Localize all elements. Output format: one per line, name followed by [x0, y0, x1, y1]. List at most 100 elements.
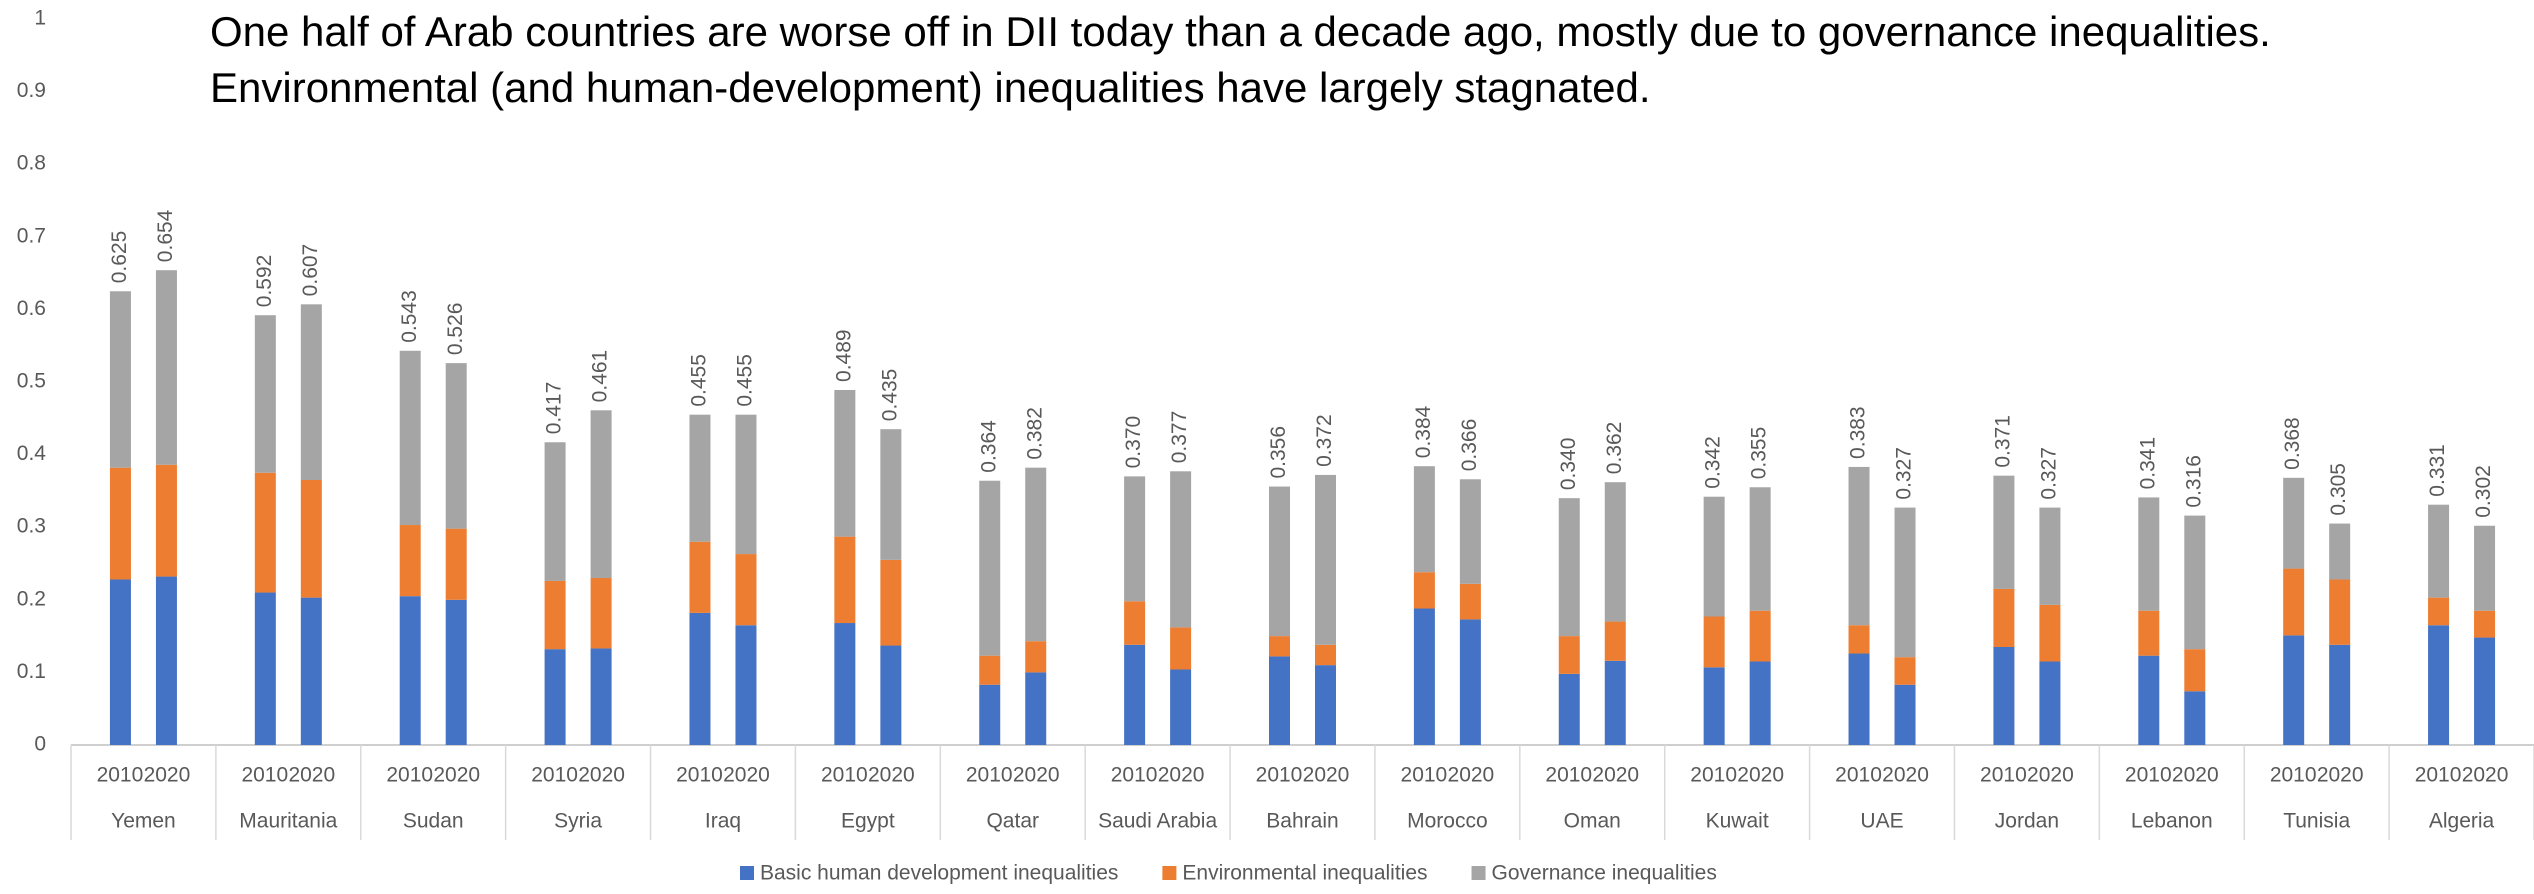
bar-segment [1413, 572, 1435, 609]
bar-segment [2329, 579, 2351, 645]
bar-segment [1703, 616, 1725, 668]
group-label: Mauritania [239, 810, 337, 833]
x-tick-label: 2010 [2270, 764, 2317, 787]
bar-segment [1604, 621, 1626, 661]
total-label: 0.543 [398, 290, 421, 343]
total-label: 0.316 [2182, 455, 2205, 508]
bar-segment [254, 315, 276, 473]
x-tick-label: 2010 [2415, 764, 2462, 787]
x-tick-label: 2010 [1690, 764, 1737, 787]
bar-segment [2428, 625, 2450, 745]
bar-segment [2283, 568, 2305, 636]
legend-label: Governance inequalities [1492, 862, 1717, 885]
bar-segment [880, 429, 902, 560]
x-tick-label: 2010 [241, 764, 288, 787]
bar-segment [300, 597, 322, 745]
total-label: 0.368 [2281, 417, 2304, 470]
group-label: Qatar [986, 810, 1039, 833]
total-label: 0.592 [253, 255, 276, 308]
bar-segment [300, 480, 322, 598]
bar-segment [880, 645, 902, 745]
x-tick-label: 2010 [2125, 764, 2172, 787]
bar-segment [445, 599, 467, 745]
group-label: Kuwait [1706, 810, 1769, 833]
x-tick-label: 2020 [868, 764, 915, 787]
bar-segment [2428, 597, 2450, 626]
x-tick-label: 2010 [676, 764, 723, 787]
x-tick-label: 2020 [1303, 764, 1350, 787]
bar-segment [109, 291, 131, 468]
bar-segment [1315, 474, 1336, 645]
total-label: 0.372 [1313, 414, 1336, 467]
bar-segment [254, 592, 276, 745]
x-tick-label: 2020 [433, 764, 480, 787]
bar-segment [1558, 636, 1580, 674]
group-label: UAE [1860, 810, 1903, 833]
bar-segment [1848, 653, 1870, 745]
group-label: Sudan [403, 810, 464, 833]
bar-segment [735, 414, 757, 555]
y-tick-label: 0.2 [17, 587, 46, 610]
group-label: Algeria [2429, 810, 2495, 833]
bar-segment [1124, 601, 1146, 645]
x-tick-label: 2010 [1980, 764, 2027, 787]
bar-segment [109, 467, 131, 580]
bar-segment [2329, 523, 2351, 580]
total-label: 0.461 [589, 350, 612, 403]
x-tick-label: 2010 [1401, 764, 1448, 787]
bar-segment [1170, 627, 1192, 670]
x-tick-label: 2020 [578, 764, 625, 787]
total-label: 0.340 [1557, 438, 1580, 491]
bar-segment [834, 623, 856, 745]
bar-segment [689, 612, 711, 745]
bar-segment [399, 350, 421, 526]
total-label: 0.654 [154, 209, 177, 262]
x-tick-label: 2010 [1111, 764, 1158, 787]
y-tick-label: 0.1 [17, 660, 46, 683]
group-label: Yemen [111, 810, 176, 833]
bar-segment [1269, 636, 1290, 657]
bar-segment [590, 648, 612, 745]
group-label: Jordan [1995, 810, 2059, 833]
x-tick-label: 2010 [97, 764, 144, 787]
total-label: 0.327 [1893, 447, 1916, 500]
total-label: 0.417 [543, 382, 566, 435]
bar-segment [590, 578, 612, 649]
bar-segment [735, 625, 757, 745]
x-tick-label: 2020 [723, 764, 770, 787]
x-tick-label: 2020 [144, 764, 191, 787]
bar-segment [1604, 482, 1626, 622]
bar-segment [2039, 604, 2061, 662]
group-label: Morocco [1407, 810, 1488, 833]
y-tick-label: 0 [34, 733, 46, 756]
total-label: 0.377 [1168, 411, 1191, 464]
bar-segment [2138, 655, 2160, 745]
x-tick-label: 2020 [1882, 764, 1929, 787]
y-tick-label: 0.6 [17, 297, 46, 320]
bar-segment [1413, 608, 1435, 745]
total-label: 0.371 [1991, 415, 2014, 468]
x-tick-label: 2020 [1737, 764, 1784, 787]
bar-segment [300, 304, 322, 481]
bar-segment [2283, 635, 2305, 745]
bar-segment [2138, 610, 2160, 656]
bar-segment [834, 536, 856, 624]
y-tick-label: 0.9 [17, 79, 46, 102]
bar-segment [1459, 583, 1481, 620]
group-label: Bahrain [1266, 810, 1338, 833]
bar-segment [1749, 487, 1771, 611]
bar-segment [1269, 486, 1290, 637]
group-label: Egypt [841, 810, 895, 833]
bar-segment [1269, 656, 1290, 745]
bar-segment [1170, 471, 1192, 628]
legend-swatch [740, 866, 754, 880]
bar-segment [155, 464, 177, 577]
bar-segment [2039, 507, 2061, 605]
bar-segment [1025, 641, 1047, 673]
bar-segment [2474, 525, 2496, 611]
y-tick-label: 0.8 [17, 152, 46, 175]
bar-segment [689, 541, 711, 613]
bar-segment [590, 410, 612, 579]
x-tick-label: 2020 [2027, 764, 2074, 787]
bar-segment [544, 442, 566, 581]
